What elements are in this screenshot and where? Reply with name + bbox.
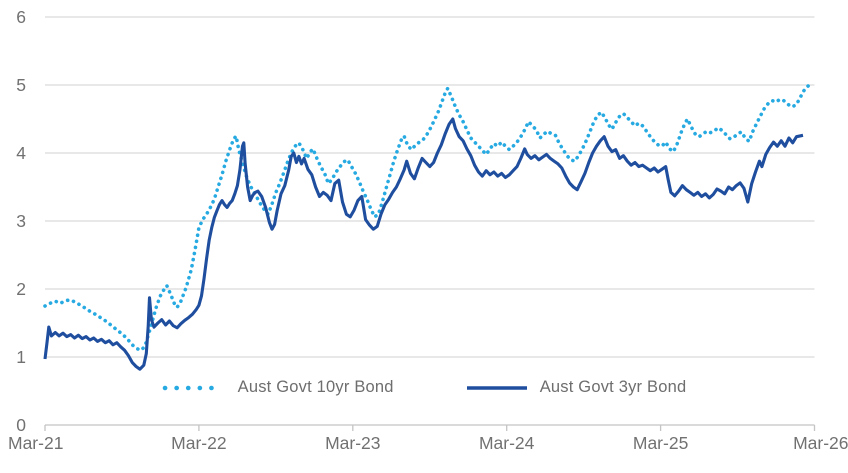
x-tick-label-Mar-21: Mar-21 (8, 433, 63, 453)
y-tick-label-2: 2 (16, 279, 26, 299)
legend-label-3yr: Aust Govt 3yr Bond (539, 378, 687, 396)
legend-item-3yr-bond: Aust Govt 3yr Bond (466, 378, 687, 397)
y-tick-label-0: 0 (16, 415, 26, 435)
legend-item-10yr-bond: Aust Govt 10yr Bond (162, 378, 394, 397)
y-tick-label-6: 6 (16, 7, 26, 27)
series-line-10yr (43, 81, 814, 352)
y-tick-label-5: 5 (16, 75, 26, 95)
solid-line-marker-icon (466, 385, 527, 390)
x-tick-label-Mar-22: Mar-22 (171, 433, 226, 453)
legend-label-10yr: Aust Govt 10yr Bond (237, 378, 394, 396)
gridlines (45, 16, 815, 358)
series-line-3yr (43, 117, 804, 371)
y-tick-label-4: 4 (16, 143, 26, 163)
x-tick-label-Mar-25: Mar-25 (633, 433, 688, 453)
y-tick-label-1: 1 (16, 347, 26, 367)
dotted-line-marker-icon (162, 385, 225, 390)
data-series (43, 81, 814, 371)
x-tick-label-Mar-23: Mar-23 (325, 433, 380, 453)
y-tick-label-3: 3 (16, 211, 26, 231)
axis-labels: 0 1 2 3 4 5 6 Mar-21 Mar-22 Mar-23 Mar-24 Mar-25 Mar… (8, 7, 848, 453)
axes (44, 424, 816, 431)
x-tick-label-Mar-26: Mar-26 (793, 433, 848, 453)
chart-legend: Aust Govt 10yr Bond Aust Govt 3yr Bond (0, 378, 848, 397)
x-tick-label-Mar-24: Mar-24 (479, 433, 535, 453)
